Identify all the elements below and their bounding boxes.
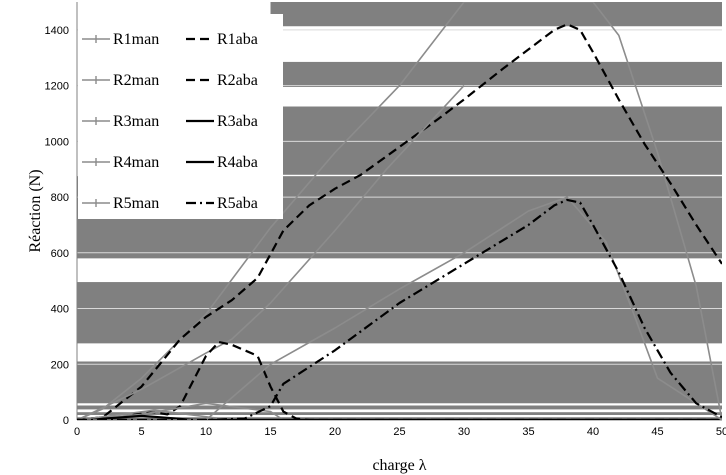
band-7	[77, 412, 722, 415]
x-axis-title: charge λ	[372, 457, 426, 474]
tick-labels: 0 5 10 15 20 25 30 35 40 45 50 0 200 400 600 800 1000 120…	[45, 25, 726, 438]
band-6	[77, 405, 722, 410]
band-8	[77, 417, 722, 420]
series-r2man	[77, 85, 465, 420]
legend-label-r5aba: R5aba	[217, 195, 258, 212]
x-tick-label: 0	[74, 426, 80, 438]
y-tick-label: 600	[51, 248, 69, 260]
legend-label-r2man: R2man	[113, 72, 159, 89]
x-tick-label: 40	[587, 426, 599, 438]
legend-box	[78, 14, 283, 219]
series-r5aba	[77, 198, 722, 420]
legend-label-r5man: R5man	[113, 195, 159, 212]
series-r5man	[77, 196, 722, 420]
x-tick-label: 30	[458, 426, 470, 438]
legend-label-r4man: R4man	[113, 154, 159, 171]
band-4	[77, 282, 722, 344]
x-tick-label: 25	[393, 426, 405, 438]
series-r4man	[77, 409, 722, 420]
series-r1aba	[77, 23, 722, 420]
y-axis-title: Réaction (N)	[27, 169, 44, 252]
y-tick-label: 1400	[45, 25, 69, 37]
x-tick-label: 50	[716, 426, 726, 438]
y-tick-label: 200	[51, 359, 69, 371]
series-r3aba	[77, 414, 722, 420]
band-0	[270, 2, 722, 27]
y-tick-label: 800	[51, 192, 69, 204]
x-tick-label: 20	[329, 426, 341, 438]
legend-label-r1aba: R1aba	[217, 31, 258, 48]
x-tick-label: 5	[138, 426, 144, 438]
x-tick-label: 15	[264, 426, 276, 438]
y-tick-label: 400	[51, 304, 69, 316]
x-tick-label: 10	[200, 426, 212, 438]
band-5	[77, 361, 722, 404]
x-tick-label: 45	[651, 426, 663, 438]
x-tick-label: 35	[522, 426, 534, 438]
series-layer	[77, 2, 722, 420]
band-layer	[77, 2, 722, 420]
y-tick-label: 0	[63, 415, 69, 427]
series-r2aba	[77, 340, 722, 420]
legend-label-r3man: R3man	[113, 113, 159, 130]
series-r1man	[77, 2, 722, 420]
legend: R1man R1aba R2man R2aba R3man R3aba R4man R4aba…	[78, 14, 283, 219]
series-r3man	[77, 402, 722, 420]
legend-label-r2aba: R2aba	[217, 72, 258, 89]
legend-label-r3aba: R3aba	[217, 113, 258, 130]
legend-label-r4aba: R4aba	[217, 154, 258, 171]
legend-label-r1man: R1man	[113, 31, 159, 48]
y-tick-label: 1000	[45, 136, 69, 148]
y-tick-label: 1200	[45, 81, 69, 93]
